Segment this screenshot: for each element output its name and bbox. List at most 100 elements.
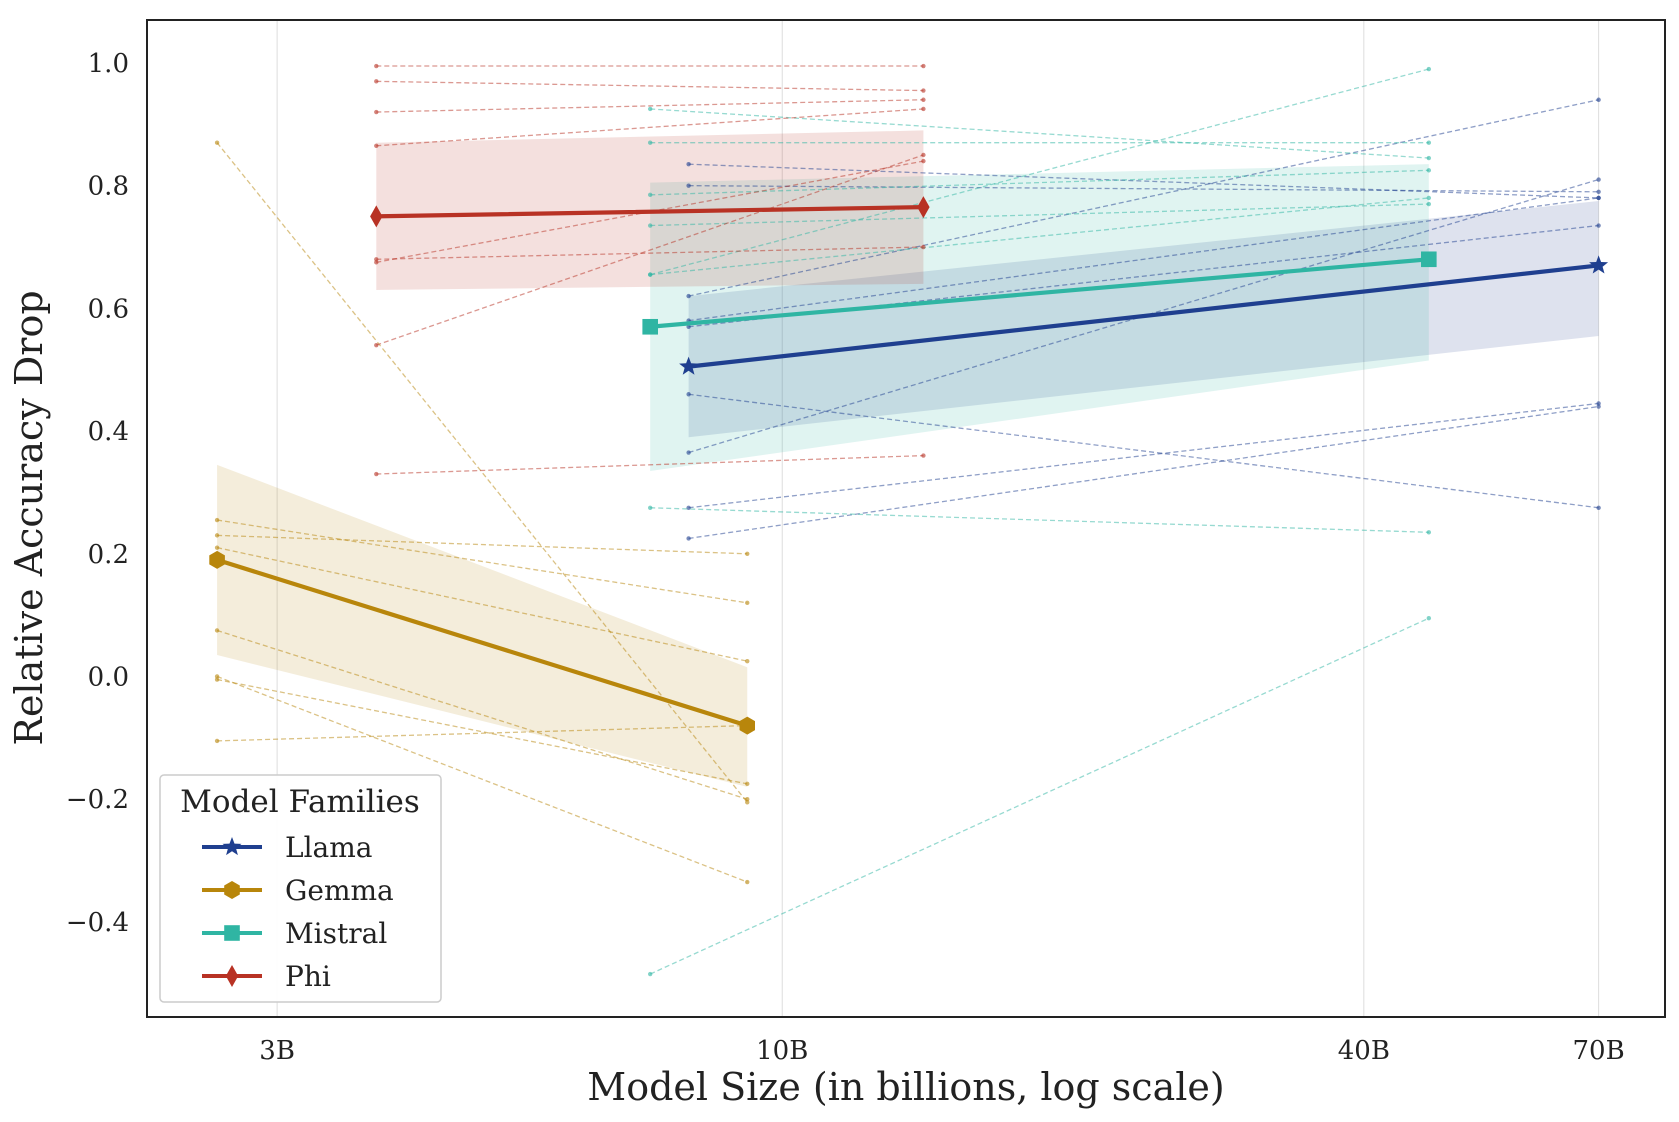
llama-individual-point <box>1596 97 1601 102</box>
phi-individual-line <box>376 154 924 346</box>
mistral-individual-point <box>648 140 653 145</box>
legend-marker-llama <box>222 837 242 856</box>
llama-individual-point <box>686 505 691 510</box>
gemma-individual-line <box>216 675 748 883</box>
legend-label-mistral: Mistral <box>285 917 387 950</box>
mistral-confidence-band <box>650 164 1429 471</box>
phi-individual-line <box>376 454 924 475</box>
y-tick-label: 0.4 <box>88 417 129 447</box>
llama-individual-point <box>1596 404 1601 409</box>
mistral-individual-line <box>650 507 1429 533</box>
phi-individual-line <box>376 246 924 260</box>
phi-individual-line <box>376 160 924 263</box>
mistral-individual-point <box>648 272 653 277</box>
llama-mean-marker <box>1589 255 1609 274</box>
legend-label-llama: Llama <box>285 831 373 864</box>
llama-individual-point <box>1596 401 1601 406</box>
legend-items: Llama Gemma Mistral Phi <box>202 831 394 993</box>
gemma-individual-point <box>214 674 220 679</box>
gemma-individual-line <box>216 142 748 803</box>
llama-mean-marker <box>679 356 699 375</box>
mean-lines-layer <box>209 196 1609 735</box>
phi-individual-line <box>376 80 924 92</box>
mistral-individual-point <box>1426 201 1432 207</box>
llama-confidence-band <box>688 200 1599 438</box>
llama-individual-line <box>688 402 1599 509</box>
legend-label-gemma: Gemma <box>285 874 394 907</box>
legend: Model Families Llama Gemma Mistral Phi <box>159 774 442 1003</box>
phi-individual-point <box>921 106 926 112</box>
phi-individual-point <box>921 97 926 102</box>
llama-individual-line <box>688 99 1599 297</box>
y-tick-label: 0.2 <box>88 540 129 570</box>
mistral-individual-line <box>650 169 1429 196</box>
mistral-individual-line <box>650 68 1429 276</box>
mistral-mean-marker <box>1421 251 1437 268</box>
y-tick-label: −0.2 <box>66 785 129 815</box>
y-tick-label: 0.8 <box>88 172 129 202</box>
phi-individual-point <box>921 152 926 158</box>
phi-individual-point <box>374 63 379 69</box>
gemma-individual-point <box>745 879 750 885</box>
gemma-individual-point <box>745 600 750 606</box>
gemma-individual-point <box>214 628 220 633</box>
llama-individual-point <box>686 450 691 455</box>
mistral-individual-line <box>649 617 1430 975</box>
phi-individual-point <box>374 260 379 265</box>
phi-individual-point <box>374 342 379 348</box>
llama-mean-line <box>686 263 1601 369</box>
gemma-individual-line <box>217 534 748 555</box>
legend-marker-phi <box>225 965 239 987</box>
phi-individual-point <box>374 257 379 262</box>
llama-individual-point <box>1596 195 1601 201</box>
mistral-individual-point <box>648 106 653 112</box>
gemma-mean-marker <box>209 550 225 569</box>
phi-mean-marker <box>917 196 930 219</box>
legend-marker-gemma <box>224 881 240 899</box>
phi-individual-line <box>376 108 924 147</box>
mistral-individual-point <box>1426 616 1432 621</box>
gemma-individual-point <box>745 658 750 664</box>
phi-mean-marker <box>370 205 383 228</box>
mistral-individual-point <box>1426 66 1432 72</box>
mistral-individual-line <box>650 203 1429 227</box>
gemma-mean-marker <box>739 716 755 735</box>
gemma-individual-point <box>745 800 750 805</box>
gemma-confidence-band <box>217 464 748 787</box>
gemma-individual-line <box>216 629 748 800</box>
mistral-individual-point <box>648 505 653 510</box>
gemma-individual-point <box>214 677 220 682</box>
llama-individual-point <box>1596 189 1601 194</box>
legend-box <box>159 774 442 1003</box>
phi-mean-line <box>374 205 926 219</box>
mistral-individual-point <box>648 971 653 977</box>
gemma-individual-point <box>745 551 750 556</box>
llama-individual-point <box>686 536 691 541</box>
phi-individual-point <box>921 453 926 458</box>
mistral-individual-point <box>648 223 653 228</box>
mistral-individual-line <box>650 197 1429 276</box>
mistral-individual-point <box>1426 195 1432 201</box>
llama-individual-line <box>688 405 1599 540</box>
phi-individual-point <box>921 158 926 164</box>
llama-individual-point <box>1596 177 1601 182</box>
mistral-individual-point <box>648 192 653 198</box>
legend-marker-mistral <box>224 925 240 941</box>
x-tick-label: 3B <box>259 1036 295 1066</box>
phi-individual-point <box>374 109 379 115</box>
llama-individual-point <box>686 293 691 299</box>
gemma-individual-point <box>214 517 220 523</box>
legend-label-phi: Phi <box>285 960 331 993</box>
llama-individual-point <box>1596 223 1601 228</box>
phi-individual-line <box>376 99 924 113</box>
phi-individual-point <box>374 79 379 84</box>
gemma-mean-line <box>214 557 750 728</box>
llama-individual-point <box>1596 505 1601 510</box>
x-tick-label: 10B <box>756 1036 808 1066</box>
llama-individual-point <box>686 183 691 188</box>
x-axis-ticks: 3B 10B 40B 70B <box>259 1036 1624 1066</box>
gemma-individual-point <box>745 781 750 787</box>
mistral-mean-line <box>648 257 1431 329</box>
llama-individual-line <box>688 393 1599 509</box>
phi-individual-point <box>921 244 926 250</box>
